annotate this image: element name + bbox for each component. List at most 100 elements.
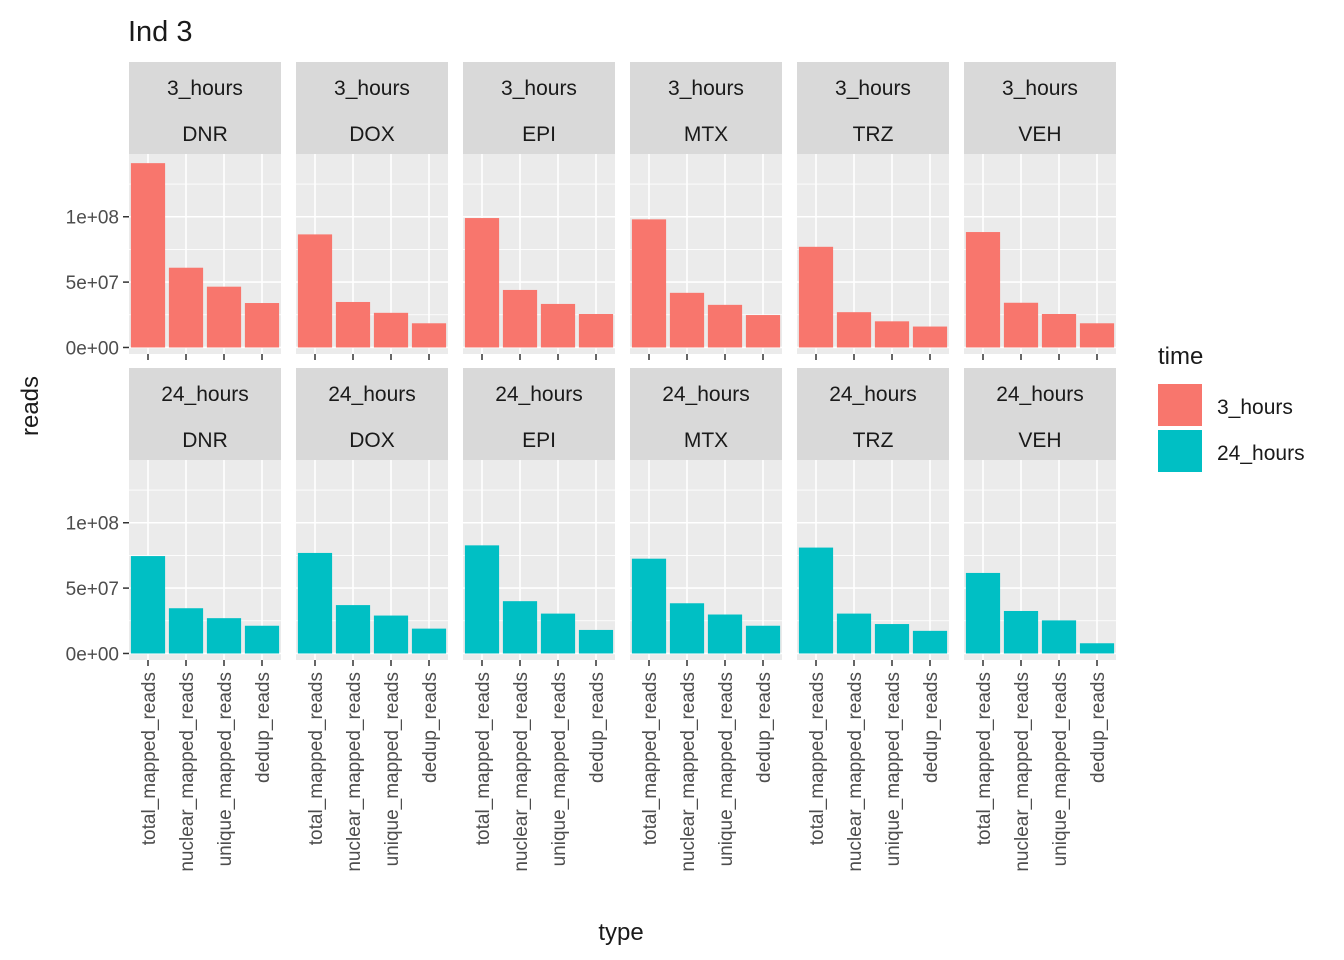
- bar-nuclear-mapped-reads: [836, 613, 872, 654]
- bar-total-mapped-reads: [965, 572, 1001, 654]
- facet-panel-3-hours-veh: 3_hours VEH: [964, 62, 1116, 360]
- facet-panel-24-hours-veh: 24_hours VEH total_mapped_reads nuclear_map…: [964, 368, 1116, 872]
- y-tick-label: 0e+00: [66, 338, 119, 359]
- strip-label-drug: EPI: [522, 429, 556, 452]
- strip-label-drug: TRZ: [853, 123, 894, 146]
- bar-nuclear-mapped-reads: [502, 601, 538, 654]
- bar-nuclear-mapped-reads: [502, 289, 538, 348]
- bar-total-mapped-reads: [631, 219, 667, 348]
- bar-unique-mapped-reads: [874, 624, 910, 654]
- legend: time 3_hours 24_hours: [1158, 343, 1305, 472]
- bar-unique-mapped-reads: [373, 312, 409, 348]
- facet-panel-3-hours-dox: 3_hours DOX: [296, 62, 448, 360]
- bar-dedup-reads: [912, 326, 948, 348]
- x-tick-label: dedup_reads: [587, 672, 608, 783]
- legend-title: time: [1158, 343, 1203, 370]
- x-tick-label: total_mapped_reads: [139, 672, 160, 845]
- bar-unique-mapped-reads: [206, 618, 242, 654]
- strip-label-drug: DOX: [349, 123, 395, 146]
- strip-label-drug: MTX: [684, 429, 728, 452]
- strip-label-time: 24_hours: [161, 383, 249, 406]
- bar-dedup-reads: [912, 630, 948, 654]
- strip-label-drug: VEH: [1018, 123, 1061, 146]
- bar-dedup-reads: [1079, 643, 1115, 654]
- bar-unique-mapped-reads: [1041, 314, 1077, 348]
- facet-panel-3-hours-trz: 3_hours TRZ: [797, 62, 949, 360]
- facet-strip: [129, 368, 281, 460]
- facet-panel-24-hours-trz: 24_hours TRZ total_mapped_reads nuclear_map…: [797, 368, 949, 872]
- facet-panel-3-hours-dnr: 3_hours DNR: [129, 62, 281, 360]
- x-tick-label: dedup_reads: [253, 672, 274, 783]
- strip-label-time: 24_hours: [996, 383, 1084, 406]
- bar-dedup-reads: [411, 628, 447, 654]
- facet-strip: [964, 62, 1116, 154]
- x-tick-label: unique_mapped_reads: [215, 672, 236, 866]
- facet-strip: [296, 62, 448, 154]
- x-tick-label: dedup_reads: [921, 672, 942, 783]
- strip-label-time: 24_hours: [829, 383, 917, 406]
- bar-unique-mapped-reads: [707, 614, 743, 654]
- bar-dedup-reads: [411, 323, 447, 348]
- bar-nuclear-mapped-reads: [836, 312, 872, 348]
- bar-dedup-reads: [244, 303, 280, 348]
- y-tick-label: 0e+00: [66, 644, 119, 665]
- bar-unique-mapped-reads: [707, 304, 743, 348]
- facet-strip: [630, 368, 782, 460]
- bar-nuclear-mapped-reads: [669, 603, 705, 654]
- facet-strip: [964, 368, 1116, 460]
- bar-dedup-reads: [745, 315, 781, 348]
- strip-label-time: 24_hours: [328, 383, 416, 406]
- x-tick-label: total_mapped_reads: [306, 672, 327, 845]
- bar-nuclear-mapped-reads: [168, 267, 204, 348]
- x-tick-label: unique_mapped_reads: [716, 672, 737, 866]
- x-tick-label: unique_mapped_reads: [883, 672, 904, 866]
- facet-strip: [797, 62, 949, 154]
- x-tick-label: dedup_reads: [754, 672, 775, 783]
- bar-dedup-reads: [745, 625, 781, 654]
- bar-total-mapped-reads: [798, 547, 834, 654]
- y-tick-label: 1e+08: [66, 208, 119, 229]
- bar-unique-mapped-reads: [874, 321, 910, 348]
- x-tick-label: total_mapped_reads: [473, 672, 494, 845]
- bar-total-mapped-reads: [297, 234, 333, 348]
- bar-unique-mapped-reads: [1041, 620, 1077, 654]
- bar-dedup-reads: [578, 314, 614, 348]
- bar-total-mapped-reads: [464, 545, 500, 654]
- chart-title: Ind 3: [128, 16, 193, 48]
- x-tick-label: nuclear_mapped_reads: [344, 672, 365, 872]
- strip-label-time: 3_hours: [167, 77, 243, 100]
- strip-label-time: 3_hours: [334, 77, 410, 100]
- bar-nuclear-mapped-reads: [335, 301, 371, 348]
- x-tick-label: dedup_reads: [1088, 672, 1109, 783]
- x-tick-label: unique_mapped_reads: [549, 672, 570, 866]
- facet-strip: [630, 62, 782, 154]
- strip-label-drug: MTX: [684, 123, 728, 146]
- x-tick-label: total_mapped_reads: [974, 672, 995, 845]
- x-tick-label: total_mapped_reads: [640, 672, 661, 845]
- strip-label-drug: DOX: [349, 429, 395, 452]
- bar-total-mapped-reads: [631, 558, 667, 654]
- x-tick-label: total_mapped_reads: [807, 672, 828, 845]
- bar-total-mapped-reads: [464, 218, 500, 348]
- bar-total-mapped-reads: [798, 246, 834, 348]
- bar-unique-mapped-reads: [540, 613, 576, 654]
- strip-label-drug: DNR: [182, 123, 228, 146]
- legend-label-24-hours: 24_hours: [1217, 442, 1305, 465]
- bar-dedup-reads: [1079, 323, 1115, 348]
- bar-total-mapped-reads: [965, 232, 1001, 348]
- y-tick-label: 5e+07: [66, 579, 119, 600]
- bar-nuclear-mapped-reads: [168, 608, 204, 654]
- facet-panel-3-hours-epi: 3_hours EPI: [463, 62, 615, 360]
- bar-unique-mapped-reads: [373, 615, 409, 654]
- x-tick-label: nuclear_mapped_reads: [511, 672, 532, 872]
- strip-label-drug: EPI: [522, 123, 556, 146]
- facet-strip: [296, 368, 448, 460]
- bar-nuclear-mapped-reads: [1003, 302, 1039, 348]
- bar-dedup-reads: [244, 625, 280, 654]
- x-tick-label: nuclear_mapped_reads: [678, 672, 699, 872]
- legend-key-24-hours: [1158, 430, 1202, 472]
- facet-strip: [463, 62, 615, 154]
- facet-strip: [129, 62, 281, 154]
- legend-key-3-hours: [1158, 384, 1202, 426]
